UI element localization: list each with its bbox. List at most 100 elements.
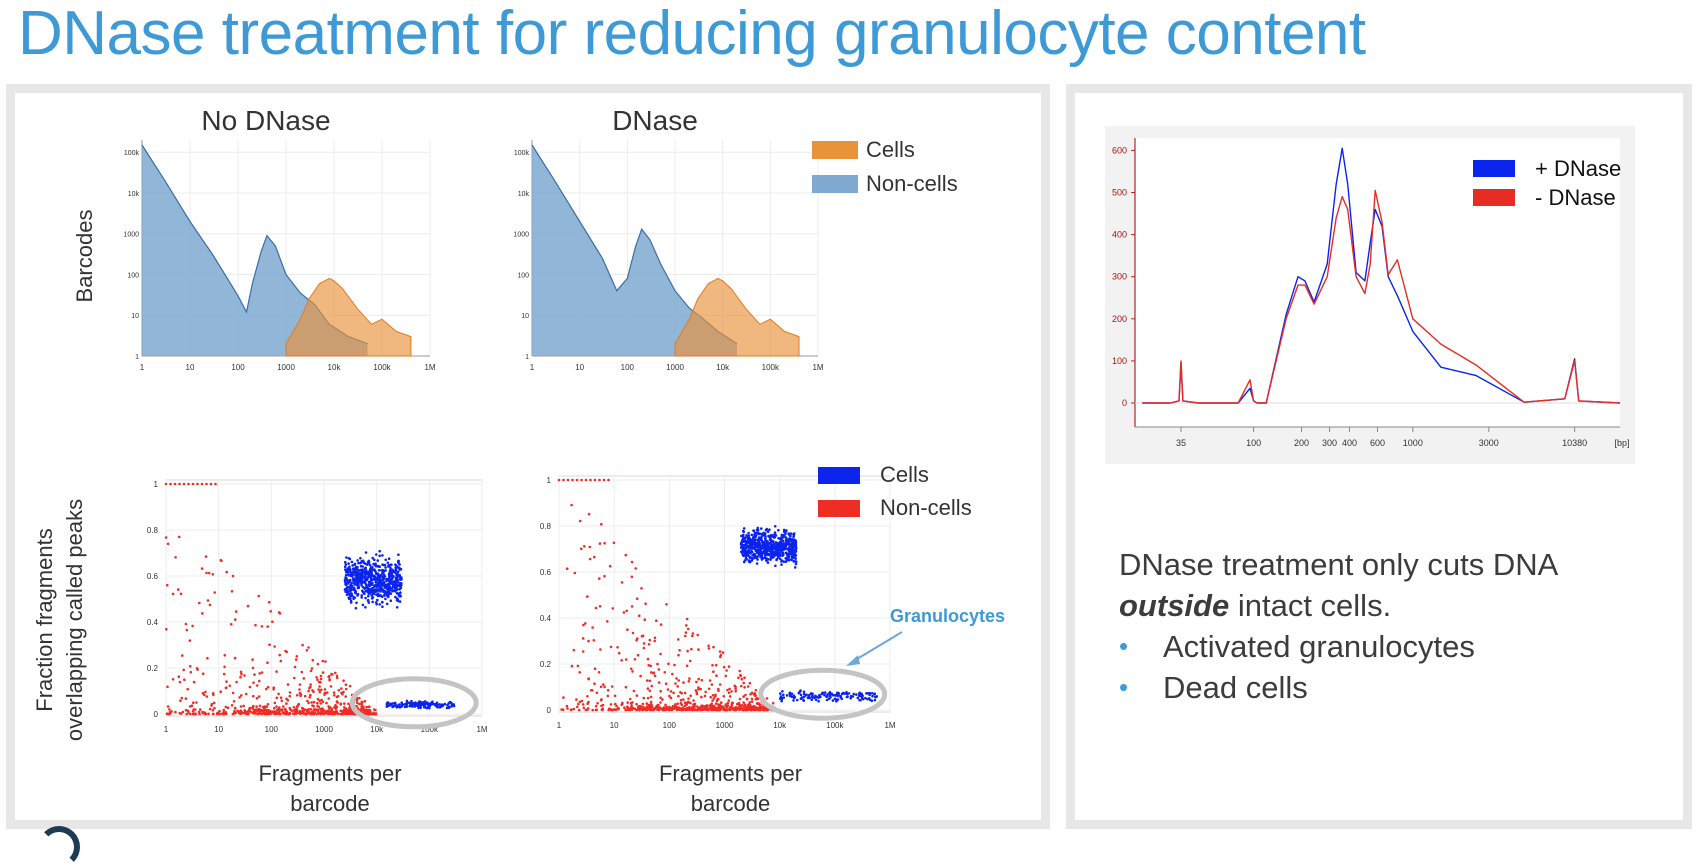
point-noncell — [647, 706, 651, 709]
point-noncell — [591, 708, 594, 712]
legend-swatch — [1473, 189, 1515, 206]
point-cell — [389, 580, 392, 583]
point-noncell — [251, 666, 255, 670]
point-cell — [396, 580, 400, 584]
point-noncell — [286, 683, 290, 686]
point-cell — [811, 694, 814, 697]
point-noncell — [586, 702, 589, 705]
point-cell — [802, 690, 806, 694]
point-cell — [394, 586, 397, 590]
point-noncell — [641, 707, 645, 711]
point-cell — [825, 698, 829, 702]
point-noncell — [305, 710, 309, 713]
point-noncell — [699, 706, 703, 710]
x-tick-label: 1M — [476, 725, 487, 734]
point-noncell — [294, 709, 298, 712]
point-noncell — [697, 648, 700, 651]
point-noncell — [711, 699, 714, 702]
point-noncell — [269, 610, 273, 613]
point-noncell — [168, 708, 171, 711]
point-cell — [814, 698, 818, 702]
point-noncell — [245, 712, 248, 716]
point-cell — [411, 703, 415, 707]
point-noncell — [646, 657, 650, 661]
point-cell — [382, 582, 385, 586]
point-noncell — [255, 684, 259, 687]
point-cell — [364, 551, 368, 554]
point-noncell — [186, 687, 189, 691]
point-cell — [361, 603, 365, 607]
x-tick-label: 100 — [621, 363, 635, 372]
point-cell — [359, 572, 362, 575]
point-cell — [363, 571, 367, 574]
point-noncell — [183, 678, 186, 681]
point-noncell — [319, 702, 323, 705]
point-cell — [788, 691, 792, 695]
point-cell — [767, 553, 771, 556]
point-noncell — [185, 712, 188, 716]
point-cell — [768, 528, 771, 531]
point-cell — [755, 562, 759, 565]
point-noncell — [250, 711, 254, 714]
point-cell — [385, 602, 389, 606]
point-cell — [348, 579, 352, 582]
point-noncell — [565, 567, 569, 570]
point-noncell — [765, 708, 768, 711]
point-noncell — [339, 703, 343, 706]
point-noncell — [726, 688, 729, 692]
point-cell — [771, 534, 775, 537]
point-noncell — [204, 690, 207, 694]
point-cell — [376, 559, 380, 562]
x-tick-label: 1 — [557, 721, 562, 730]
point-cell — [831, 693, 835, 697]
point-noncell — [344, 687, 348, 691]
point-noncell — [756, 702, 760, 705]
point-noncell — [765, 697, 769, 700]
y-tick-label: 1 — [135, 354, 139, 361]
point-cell — [368, 587, 371, 591]
x-tick-label: 35 — [1176, 438, 1186, 448]
point-cell — [367, 580, 371, 584]
point-cell — [387, 593, 391, 596]
point-cell — [374, 580, 378, 584]
point-noncell — [701, 708, 704, 711]
point-cell — [366, 599, 370, 602]
point-noncell — [581, 637, 585, 640]
point-cell — [758, 545, 761, 549]
point-noncell — [209, 482, 213, 486]
point-cell — [859, 692, 862, 696]
point-cell — [746, 538, 750, 542]
point-noncell — [583, 545, 586, 548]
point-cell — [384, 591, 387, 595]
point-noncell — [688, 659, 692, 663]
point-cell — [859, 698, 862, 702]
point-cell — [381, 571, 384, 575]
point-cell — [364, 596, 367, 600]
point-cell — [374, 590, 377, 594]
point-cell — [390, 587, 394, 590]
point-cell — [364, 583, 368, 586]
point-cell — [378, 587, 381, 591]
point-cell — [374, 564, 378, 568]
point-noncell — [685, 617, 689, 621]
point-noncell — [712, 704, 716, 708]
point-noncell — [309, 683, 312, 686]
point-noncell — [647, 643, 651, 646]
point-noncell — [582, 623, 585, 627]
x-tick-label: 10 — [575, 363, 584, 372]
point-cell — [758, 552, 762, 556]
point-noncell — [718, 707, 721, 710]
point-noncell — [638, 707, 642, 710]
point-noncell — [663, 671, 667, 674]
point-noncell — [708, 704, 712, 708]
point-cell — [429, 701, 433, 705]
point-noncell — [266, 685, 270, 689]
point-noncell — [341, 710, 344, 713]
point-cell — [347, 581, 350, 584]
point-noncell — [355, 704, 358, 708]
y-tick-label: 200 — [1112, 314, 1127, 324]
point-noncell — [691, 632, 695, 635]
point-noncell — [302, 677, 306, 680]
point-cell — [367, 583, 371, 586]
point-noncell — [717, 697, 720, 701]
